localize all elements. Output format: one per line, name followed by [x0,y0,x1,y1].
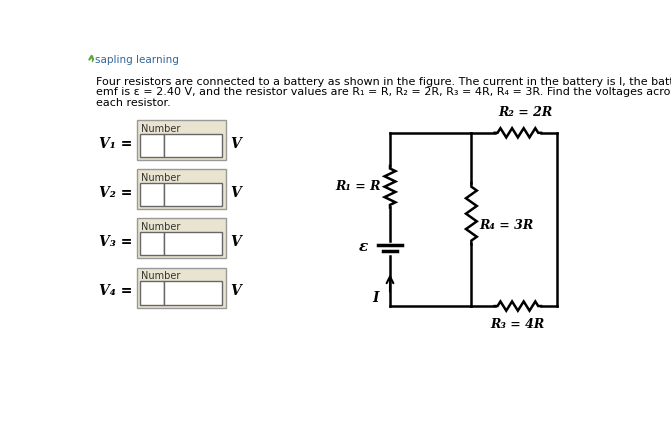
Text: R₁ = R: R₁ = R [336,180,380,193]
Text: R₃ = 4R: R₃ = 4R [491,318,545,331]
Text: V₃ =: V₃ = [99,235,132,249]
Bar [164,133,222,157]
Bar [137,218,225,259]
Text: R₄ = 3R: R₄ = 3R [479,219,533,232]
Text: V: V [230,186,241,200]
Bar [140,133,164,157]
Text: R₂ = 2R: R₂ = 2R [499,106,553,119]
Bar [164,281,222,304]
Text: I: I [372,291,378,305]
Text: Number: Number [141,123,180,133]
Text: V₁ =: V₁ = [99,136,132,151]
Text: ε: ε [359,240,368,254]
Text: V: V [230,136,241,151]
Text: Number: Number [141,271,180,281]
Text: emf is ε = 2.40 V, and the resistor values are R₁ = R, R₂ = 2R, R₃ = 4R, R₄ = 3R: emf is ε = 2.40 V, and the resistor valu… [95,87,671,97]
Bar [164,183,222,206]
Bar [140,232,164,255]
Bar [164,232,222,255]
Bar [140,183,164,206]
Text: V: V [230,235,241,249]
Text: V₂ =: V₂ = [99,186,132,200]
Bar [137,120,225,160]
Text: each resistor.: each resistor. [95,98,170,108]
Bar [140,281,164,304]
Bar [137,268,225,307]
Text: sapling learning: sapling learning [95,55,178,65]
Bar [137,169,225,209]
Text: Four resistors are connected to a battery as shown in the figure. The current in: Four resistors are connected to a batter… [95,77,671,87]
Text: Number: Number [141,222,180,232]
Text: V: V [230,284,241,298]
Text: Number: Number [141,173,180,183]
Text: V₄ =: V₄ = [99,284,132,298]
